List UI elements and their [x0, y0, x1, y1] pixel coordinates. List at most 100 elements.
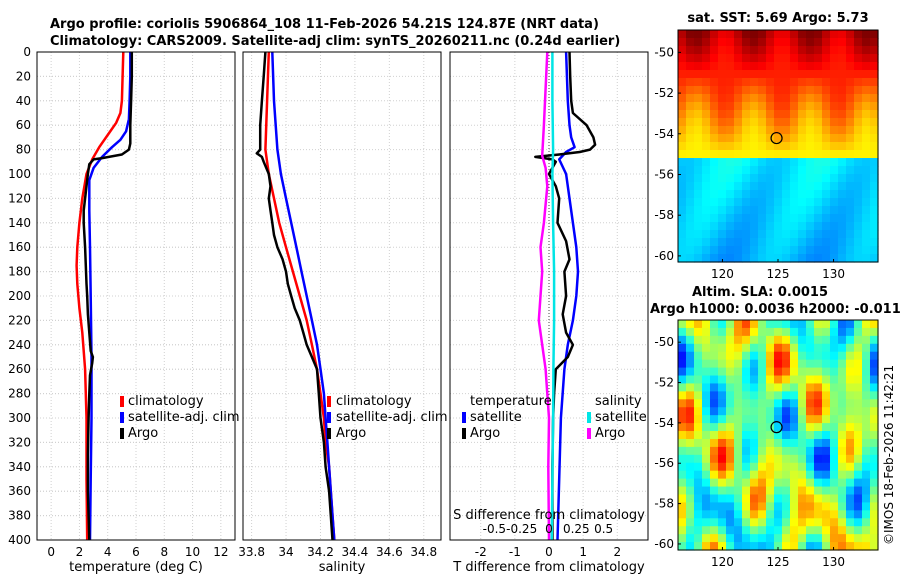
map-cell: [694, 486, 703, 496]
legend-sal-sat-label: satellite: [595, 410, 647, 425]
map-cell: [798, 222, 807, 231]
map-cell: [686, 526, 695, 535]
map-cell: [838, 142, 847, 151]
map-cell: [694, 38, 703, 47]
map-cell: [734, 206, 743, 215]
map-cell: [758, 494, 767, 504]
map-cell: [742, 54, 751, 63]
map-cell: [678, 510, 687, 519]
map-cell: [774, 182, 783, 191]
map-cell: [686, 254, 695, 263]
map-cell: [838, 383, 847, 392]
map-cell: [774, 462, 783, 472]
map-cell: [774, 158, 783, 167]
map-cell: [774, 254, 783, 263]
map-cell: [838, 254, 847, 263]
map-cell: [710, 214, 719, 223]
map-cell: [774, 375, 783, 385]
map-cell: [742, 431, 751, 440]
map-cell: [710, 38, 719, 47]
map-cell: [862, 246, 871, 255]
map-cell: [702, 518, 711, 527]
y-tick-label: -54: [654, 127, 674, 141]
legend-clim-label: climatology: [128, 394, 204, 409]
map-cell: [750, 438, 759, 448]
map-cell: [798, 367, 807, 377]
map-cell: [710, 359, 719, 369]
map-cell: [678, 174, 687, 183]
map-cell: [870, 534, 879, 543]
map-cell: [750, 158, 759, 167]
map-cell: [822, 470, 831, 480]
map-cell: [790, 166, 799, 175]
map-cell: [694, 78, 703, 87]
map-cell: [710, 320, 719, 329]
map-cell: [830, 254, 839, 263]
map-cell: [790, 391, 799, 400]
map-cell: [870, 375, 879, 385]
map-cell: [686, 534, 695, 543]
map-cell: [806, 230, 815, 239]
map-cell: [782, 375, 791, 385]
map-cell: [854, 78, 863, 87]
salinity-axes-frame: [242, 51, 442, 541]
map-cell: [774, 230, 783, 239]
map-cell: [822, 391, 831, 400]
map-cell: [726, 198, 735, 207]
map-cell: [846, 415, 855, 424]
map-cell: [846, 118, 855, 127]
map-cell: [870, 158, 879, 167]
map-cell: [774, 438, 783, 448]
map-cell: [854, 134, 863, 143]
map-cell: [710, 415, 719, 424]
map-cell: [694, 327, 703, 337]
map-cell: [822, 446, 831, 456]
map-cell: [758, 174, 767, 183]
map-cell: [678, 446, 687, 456]
map-cell: [766, 70, 775, 79]
sla-map-cells: [678, 320, 879, 551]
map-cell: [750, 38, 759, 47]
map-cell: [782, 62, 791, 71]
map-cell: [782, 102, 791, 111]
map-cell: [710, 534, 719, 543]
map-cell: [798, 359, 807, 369]
map-cell: [686, 438, 695, 448]
map-cell: [686, 327, 695, 337]
map-cell: [718, 438, 727, 448]
map-cell: [814, 494, 823, 504]
map-cell: [742, 335, 751, 345]
map-cell: [854, 198, 863, 207]
map-cell: [742, 462, 751, 472]
map-cell: [798, 351, 807, 361]
map-cell: [694, 320, 703, 329]
map-cell: [830, 526, 839, 535]
map-cell: [838, 351, 847, 361]
map-cell: [822, 30, 831, 39]
map-cell: [830, 375, 839, 385]
map-cell: [750, 359, 759, 369]
map-cell: [766, 542, 775, 551]
map-cell: [766, 446, 775, 456]
map-cell: [766, 391, 775, 400]
map-cell: [678, 478, 687, 488]
sst-map-title: sat. SST: 5.69 Argo: 5.73: [687, 11, 868, 26]
map-cell: [694, 510, 703, 519]
map-cell: [694, 166, 703, 175]
map-cell: [798, 335, 807, 345]
map-cell: [822, 110, 831, 119]
map-cell: [798, 518, 807, 527]
map-cell: [782, 502, 791, 511]
map-cell: [758, 320, 767, 329]
map-cell: [766, 86, 775, 95]
map-cell: [870, 542, 879, 551]
map-cell: [742, 126, 751, 135]
map-cell: [862, 446, 871, 456]
map-cell: [766, 478, 775, 488]
map-cell: [774, 78, 783, 87]
map-cell: [870, 70, 879, 79]
map-cell: [694, 454, 703, 464]
map-cell: [742, 166, 751, 175]
map-cell: [806, 150, 815, 159]
x-tick-label: 1: [579, 545, 587, 559]
